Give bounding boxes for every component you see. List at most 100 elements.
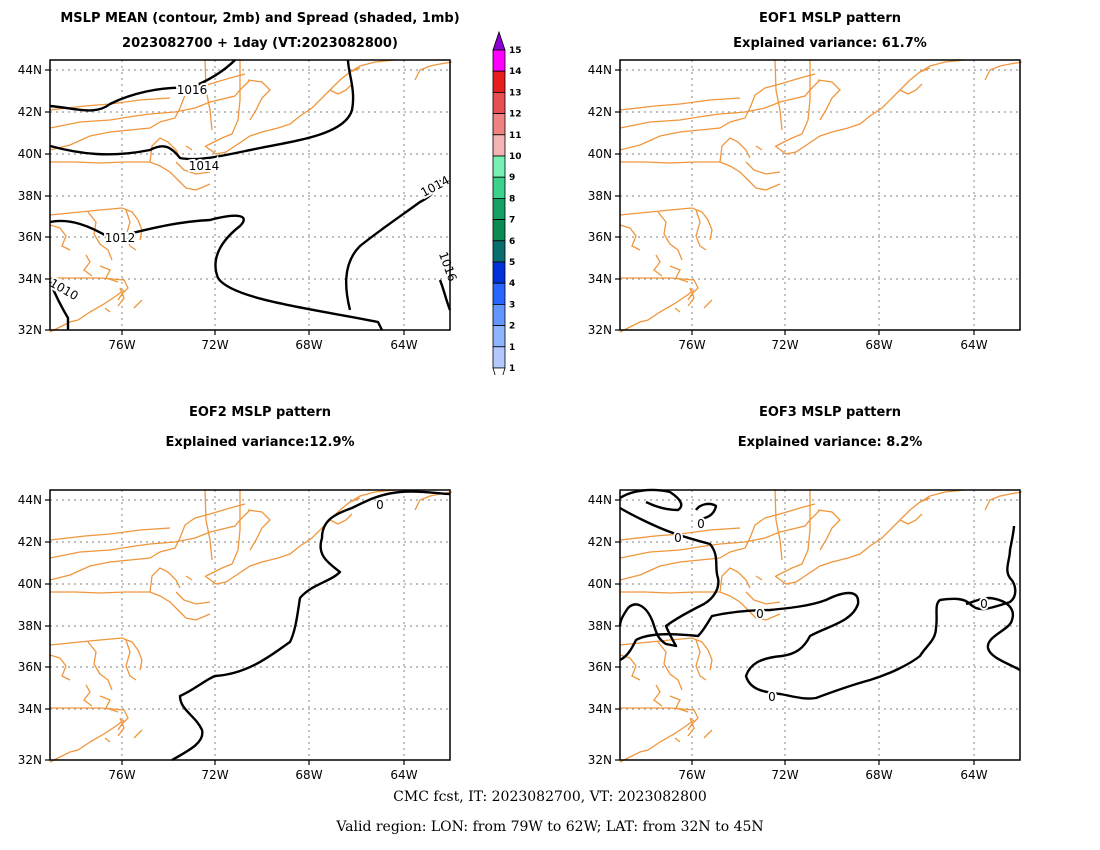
- panel3-title: EOF2 MSLP pattern Explained variance:12.…: [30, 405, 490, 451]
- coastline: [185, 145, 193, 151]
- mslp-contour-1016-east: [438, 279, 452, 311]
- coastline: [204, 489, 213, 561]
- colorbar-under-triangle: [492, 367, 506, 375]
- lon-tick-label: 68W: [865, 338, 892, 352]
- colorbar-swatch: [492, 134, 506, 157]
- coastline: [175, 591, 211, 605]
- colorbar-label: 6: [509, 237, 515, 247]
- panel2-title-line1: EOF1 MSLP pattern: [758, 11, 901, 26]
- coastline: [620, 161, 781, 191]
- coastline: [899, 83, 923, 95]
- coastline: [619, 97, 741, 111]
- coastline: [117, 717, 125, 737]
- coastline: [674, 307, 681, 313]
- colorbar-swatch: [492, 219, 506, 242]
- coastline: [669, 695, 689, 713]
- coastline: [745, 591, 781, 605]
- coastline: [674, 737, 681, 743]
- lat-tick-label: 32N: [18, 753, 42, 767]
- contour-label-1016: 1016: [177, 83, 208, 97]
- coastline: [49, 79, 251, 129]
- lat-tick-label: 34N: [18, 702, 42, 716]
- coastline: [695, 209, 707, 251]
- coastline: [204, 67, 361, 155]
- coastline: [49, 719, 125, 763]
- eof3-zero-contour-east: [965, 596, 1021, 672]
- coastline: [205, 490, 241, 577]
- coastline: [774, 489, 783, 561]
- colorbar-label: 4: [509, 279, 515, 289]
- coastline: [49, 207, 143, 241]
- colorbar-label: 15: [509, 46, 522, 56]
- mslp-contour-1014: [49, 59, 355, 161]
- lat-tick-label: 44N: [18, 63, 42, 77]
- coastline: [349, 489, 396, 503]
- coastline: [619, 503, 816, 581]
- colorbar-label: 11: [509, 131, 522, 141]
- lon-tick-label: 64W: [390, 338, 417, 352]
- coastline: [49, 637, 143, 671]
- coastline: [703, 299, 713, 309]
- coastline: [755, 575, 763, 581]
- coastline: [619, 509, 821, 559]
- colorbar-label: 10: [509, 152, 522, 162]
- colorbar-swatch: [492, 155, 506, 178]
- panel1-title: MSLP MEAN (contour, 2mb) and Spread (sha…: [30, 11, 490, 52]
- coastline: [619, 654, 641, 681]
- contour-label-zero: 0: [697, 517, 705, 531]
- coastline: [774, 59, 783, 131]
- lon-tick-label: 72W: [201, 768, 228, 782]
- lon-tick-label: 72W: [771, 768, 798, 782]
- coastline: [50, 161, 211, 191]
- lat-tick-label: 42N: [18, 105, 42, 119]
- coastline: [745, 161, 781, 175]
- eof3-zero-contour-west: [618, 506, 720, 648]
- eof2-zero-contour: [171, 490, 451, 762]
- lat-tick-label: 40N: [588, 147, 612, 161]
- coastline: [619, 73, 816, 151]
- colorbar-swatch: [492, 176, 506, 199]
- coastline: [87, 641, 113, 691]
- panel3-title-line1: EOF2 MSLP pattern: [188, 405, 331, 420]
- lon-tick-label: 64W: [960, 768, 987, 782]
- coastline: [185, 575, 193, 581]
- coastline: [49, 654, 71, 681]
- contour-label-zero: 0: [674, 531, 682, 545]
- coastline: [657, 641, 683, 691]
- mslp-contour-1010: [48, 281, 70, 330]
- coastline: [774, 497, 931, 585]
- lat-tick-label: 36N: [588, 230, 612, 244]
- lat-tick-label: 38N: [18, 189, 42, 203]
- lat-tick-label: 40N: [18, 147, 42, 161]
- coastline: [133, 729, 143, 739]
- coastline: [919, 59, 966, 73]
- coastline: [619, 79, 821, 129]
- coastline: [329, 83, 353, 95]
- panel3-title-line2: Explained variance:12.9%: [165, 435, 355, 450]
- coastline: [49, 503, 246, 581]
- lon-tick-label: 68W: [295, 768, 322, 782]
- coastline: [205, 60, 241, 147]
- panel4-coastlines: [619, 489, 1023, 763]
- eof3-zero-contour-small: [695, 502, 718, 522]
- coastline: [87, 211, 113, 261]
- coastline: [619, 637, 713, 671]
- lat-tick-label: 32N: [588, 323, 612, 337]
- colorbar-label: 13: [509, 88, 522, 98]
- lat-tick-label: 32N: [588, 753, 612, 767]
- coastline: [619, 224, 641, 251]
- panel2-title: EOF1 MSLP pattern Explained variance: 61…: [620, 11, 1040, 52]
- coastline: [175, 161, 211, 175]
- panel2-title-line2: Explained variance: 61.7%: [733, 36, 927, 51]
- coastline: [104, 737, 111, 743]
- coastline: [669, 265, 689, 283]
- contour-label-zero: 0: [756, 607, 764, 621]
- lon-tick-label: 76W: [678, 768, 705, 782]
- coastline: [83, 254, 93, 277]
- footer-line1: CMC fcst, IT: 2023082700, VT: 2023082800: [393, 789, 707, 805]
- colorbar-swatch: [492, 49, 506, 72]
- coastline: [49, 509, 251, 559]
- lat-tick-label: 40N: [588, 577, 612, 591]
- colorbar-swatch: [492, 325, 506, 348]
- colorbar-swatch: [492, 240, 506, 263]
